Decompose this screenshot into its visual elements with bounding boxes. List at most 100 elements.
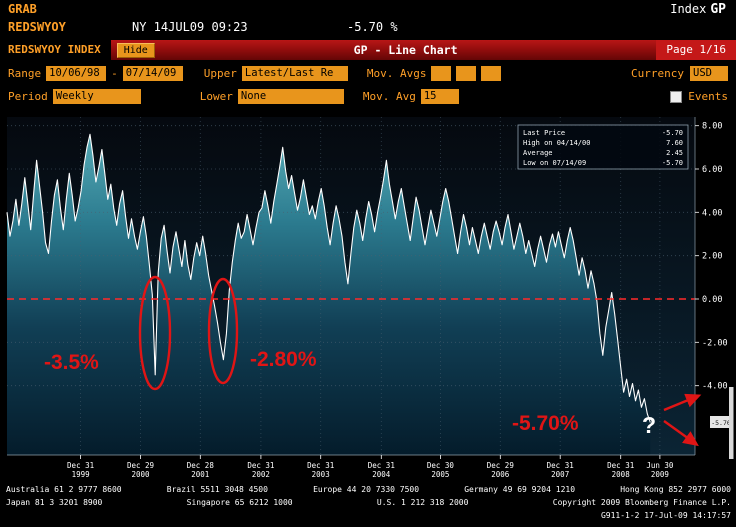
ticker-label: REDSWYOY (8, 20, 66, 34)
price-change-value: -5.70 % (347, 20, 398, 34)
index-label: Index (670, 2, 707, 16)
x-axis-date: Dec 29 (487, 461, 514, 470)
legend-label: Last Price (523, 129, 565, 137)
x-axis-year: 2002 (252, 470, 270, 479)
controls-row-1: Range 10/06/98 - 07/14/09 Upper Latest/L… (0, 63, 736, 84)
range-end-field[interactable]: 07/14/09 (122, 66, 183, 81)
annotation-arrow-up (663, 393, 702, 412)
legend-label: Average (523, 149, 553, 157)
x-axis-date: Dec 30 (427, 461, 455, 470)
security-name: REDSWYOY INDEX (0, 40, 111, 60)
session-timestamp: NY 14JUL09 09:23 (132, 20, 248, 34)
annotation-ellipse-2002-dip (207, 277, 239, 385)
upper-label: Upper (203, 67, 237, 80)
events-label: Events (688, 90, 728, 103)
index-gp-label: Index GP (670, 2, 726, 17)
svg-text:-5.70: -5.70 (711, 419, 731, 427)
x-axis-year: 2004 (372, 470, 391, 479)
footer-japan: Japan 81 3 3201 8900 (6, 498, 103, 507)
x-axis-date: Dec 31 (547, 461, 574, 470)
controls-row-2: Period Weekly Lower None Mov. Avg 15 Eve… (0, 86, 736, 107)
legend-box (517, 124, 689, 170)
legend-value: -5.70 (662, 129, 683, 137)
range-separator: - (111, 67, 118, 80)
footer-germany: Germany 49 69 9204 1210 (464, 485, 576, 494)
y-axis-label: 0.00 (702, 295, 722, 305)
x-axis-year: 2008 (612, 470, 631, 479)
x-axis-date: Dec 31 (247, 461, 274, 470)
events-group: Events (670, 90, 728, 103)
y-axis-label: -2.00 (702, 338, 728, 348)
footer: Australia 61 2 9777 8600 Brazil 5511 304… (6, 483, 731, 522)
y-axis-label: 4.00 (702, 208, 722, 218)
footer-singapore: Singapore 65 6212 1000 (186, 498, 293, 507)
x-axis-date: Dec 31 (368, 461, 395, 470)
price-area-fill (7, 134, 651, 456)
x-axis-year: 2009 (651, 470, 669, 479)
footer-australia: Australia 61 2 9777 8600 (6, 485, 122, 494)
currency-label: Currency (631, 67, 684, 80)
footer-us: U.S. 1 212 318 2000 (376, 498, 469, 507)
annotation-question-mark: ? (642, 412, 656, 438)
x-axis-date: Dec 31 (607, 461, 634, 470)
footer-copyright: Copyright 2009 Bloomberg Finance L.P. (552, 498, 731, 507)
annotation-drop-label: -5.70% (512, 412, 579, 435)
currency-field[interactable]: USD (690, 66, 728, 81)
legend-value: -5.70 (662, 159, 683, 167)
footer-hongkong: Hong Kong 852 2977 6000 (620, 485, 731, 494)
y-axis-label: 8.00 (702, 122, 722, 132)
security-header-row: REDSWYOY NY 14JUL09 09:23 -5.70 % (0, 20, 736, 36)
x-axis-year: 2005 (431, 470, 449, 479)
x-axis-date: Jun 30 (646, 461, 674, 470)
currency-group: Currency USD (631, 66, 728, 81)
mov-avg-field-1[interactable] (431, 66, 452, 81)
y-axis-label: 2.00 (702, 252, 722, 262)
x-axis-date: Dec 31 (67, 461, 94, 470)
period-select[interactable]: Weekly (52, 89, 141, 104)
y-axis-label: 6.00 (702, 165, 722, 175)
mov-avg-field-2[interactable] (456, 66, 477, 81)
legend-value: 2.45 (666, 149, 683, 157)
period-label: Period (8, 90, 48, 103)
upper-select[interactable]: Latest/Last Re (241, 66, 348, 81)
last-price-axis-tag (710, 416, 732, 428)
price-line (6, 133, 651, 423)
x-axis-year: 2000 (131, 470, 150, 479)
x-axis-date: Dec 28 (187, 461, 215, 470)
lower-select[interactable]: None (237, 89, 344, 104)
x-axis-date: Dec 31 (307, 461, 334, 470)
events-checkbox[interactable] (670, 90, 683, 103)
mov-avg-period-field[interactable]: 15 (420, 89, 459, 104)
footer-europe: Europe 44 20 7330 7500 (313, 485, 420, 494)
chart-title-bar: REDSWYOY INDEX Hide GP - Line Chart Page… (0, 40, 736, 60)
gp-function-label: GP (710, 2, 726, 17)
x-axis-year: 2001 (191, 470, 209, 479)
x-axis-year: 2006 (491, 470, 510, 479)
page-indicator[interactable]: Page 1/16 (656, 40, 736, 60)
x-axis-year: 2007 (551, 470, 569, 479)
mov-avg-label: Mov. Avg (362, 90, 416, 103)
footer-terminal-id: G911-1-2 17-Jul-09 14:17:57 (600, 511, 731, 520)
annotation-ellipse-2001-dip (138, 275, 172, 391)
chart-type-title: GP - Line Chart (353, 43, 458, 57)
x-axis-year: 2003 (312, 470, 330, 479)
range-start-field[interactable]: 10/06/98 (46, 66, 107, 81)
x-axis-date: Dec 29 (127, 461, 154, 470)
legend-value: 7.60 (666, 139, 683, 147)
chart-area: 8.00 6.00 4.00 2.00 0.00 -2.00 -4.00 Dec 31 1999… (0, 109, 736, 481)
top-header-row: GRAB Index GP (0, 2, 736, 18)
x-axis-year: 1999 (72, 470, 90, 479)
legend-label: High on 04/14/00 (523, 139, 590, 147)
chart-scrollbar-thumb[interactable] (729, 387, 734, 459)
hide-button[interactable]: Hide (116, 42, 155, 58)
mov-avg-field-3[interactable] (481, 66, 502, 81)
footer-brazil: Brazil 5511 3048 4500 (166, 485, 268, 494)
lower-label: Lower (199, 90, 233, 103)
annotation-dip1-label: -3.5% (44, 351, 99, 374)
mov-avgs-label: Mov. Avgs (366, 67, 427, 80)
y-axis-label: -4.00 (702, 382, 728, 392)
annotation-arrow-down (663, 420, 699, 447)
footer-contacts-line2: Japan 81 3 3201 8900 Singapore 65 6212 1… (6, 496, 731, 509)
